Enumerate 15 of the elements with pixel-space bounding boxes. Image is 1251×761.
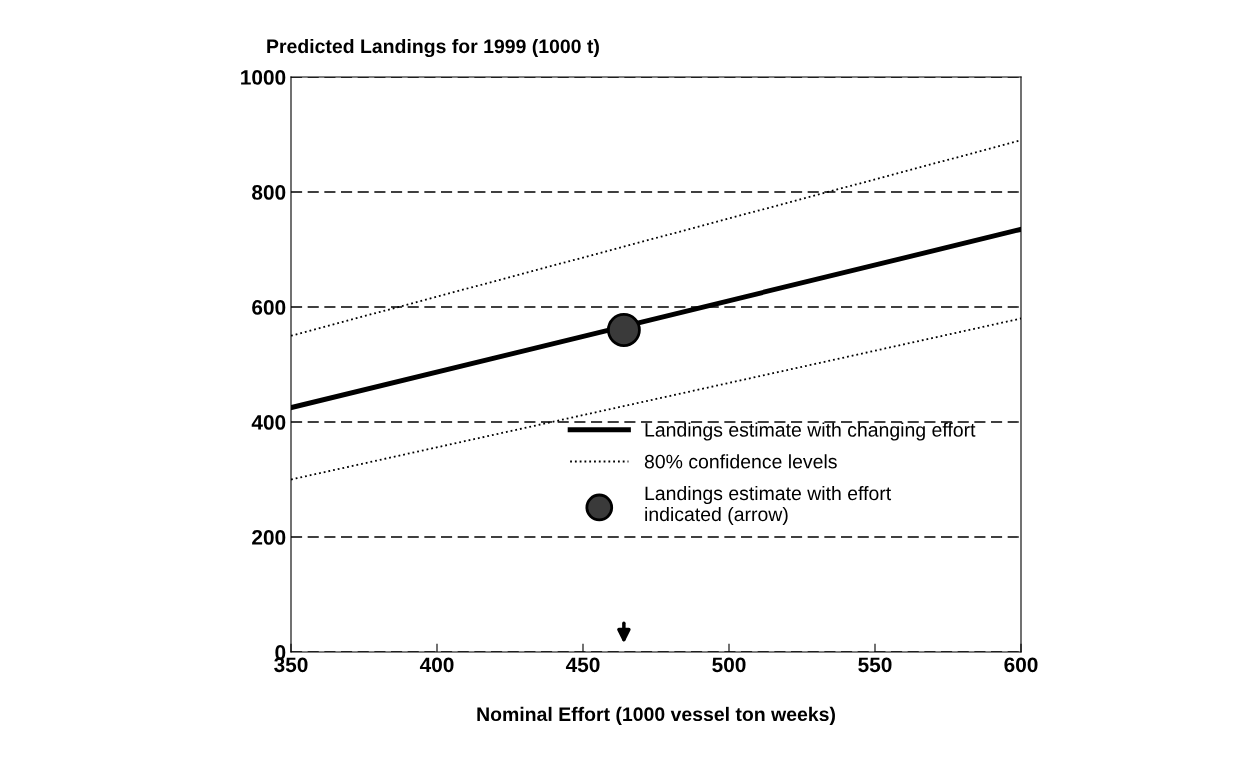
legend-label: Landings estimate with changing effort: [645, 422, 976, 441]
y-tick-label: 800: [252, 185, 286, 200]
x-tick-label: 400: [419, 657, 454, 673]
y-tick-label: 1000: [241, 70, 286, 85]
y-tick-label: 200: [252, 530, 286, 545]
legend-label: Landings estimate with effort indicated (arrow): [645, 485, 892, 526]
x-tick-label: 500: [712, 657, 746, 673]
x-axis-title: Nominal Effort (1000 vessel ton weeks): [477, 706, 835, 725]
y-axis-title: Predicted Landings for 1999 (1000 t): [267, 38, 599, 58]
x-tick-label: 550: [858, 657, 892, 673]
y-tick-label: 400: [251, 415, 286, 430]
legend-label: 80% confidence levels: [644, 454, 837, 469]
y-tick-label: 600: [252, 300, 286, 315]
x-tick-label: 600: [1004, 657, 1038, 673]
x-tick-label: 450: [565, 657, 600, 673]
